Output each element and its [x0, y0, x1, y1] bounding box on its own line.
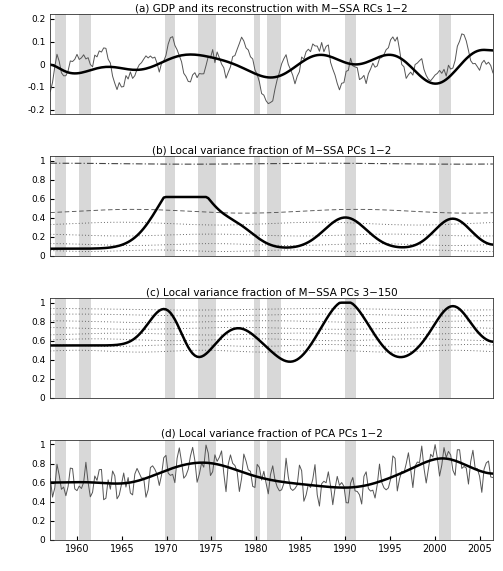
Bar	[346, 298, 356, 398]
Bar	[267, 440, 281, 540]
Bar	[198, 298, 216, 398]
Bar	[267, 14, 281, 114]
Bar	[79, 298, 91, 398]
Bar	[198, 440, 216, 540]
Bar	[198, 156, 216, 256]
Bar	[346, 440, 356, 540]
Bar	[165, 14, 176, 114]
Bar	[55, 440, 66, 540]
Bar	[79, 156, 91, 256]
Bar	[346, 14, 356, 114]
Bar	[55, 298, 66, 398]
Bar	[165, 440, 176, 540]
Title: (a) GDP and its reconstruction with M−SSA RCs 1−2: (a) GDP and its reconstruction with M−SS…	[135, 3, 408, 14]
Bar	[165, 156, 176, 256]
Bar	[79, 440, 91, 540]
Bar	[165, 298, 176, 398]
Bar	[254, 440, 261, 540]
Bar	[267, 298, 281, 398]
Bar	[439, 440, 451, 540]
Bar	[439, 156, 451, 256]
Bar	[55, 14, 66, 114]
Bar	[254, 156, 261, 256]
Title: (c) Local variance fraction of M−SSA PCs 3−150: (c) Local variance fraction of M−SSA PCs…	[146, 287, 397, 297]
Bar	[55, 156, 66, 256]
Bar	[254, 14, 261, 114]
Bar	[439, 298, 451, 398]
Title: (b) Local variance fraction of M−SSA PCs 1−2: (b) Local variance fraction of M−SSA PCs…	[152, 145, 391, 155]
Title: (d) Local variance fraction of PCA PCs 1−2: (d) Local variance fraction of PCA PCs 1…	[160, 429, 383, 439]
Bar	[346, 156, 356, 256]
Bar	[267, 156, 281, 256]
Bar	[198, 14, 216, 114]
Bar	[439, 14, 451, 114]
Bar	[254, 298, 261, 398]
Bar	[79, 14, 91, 114]
